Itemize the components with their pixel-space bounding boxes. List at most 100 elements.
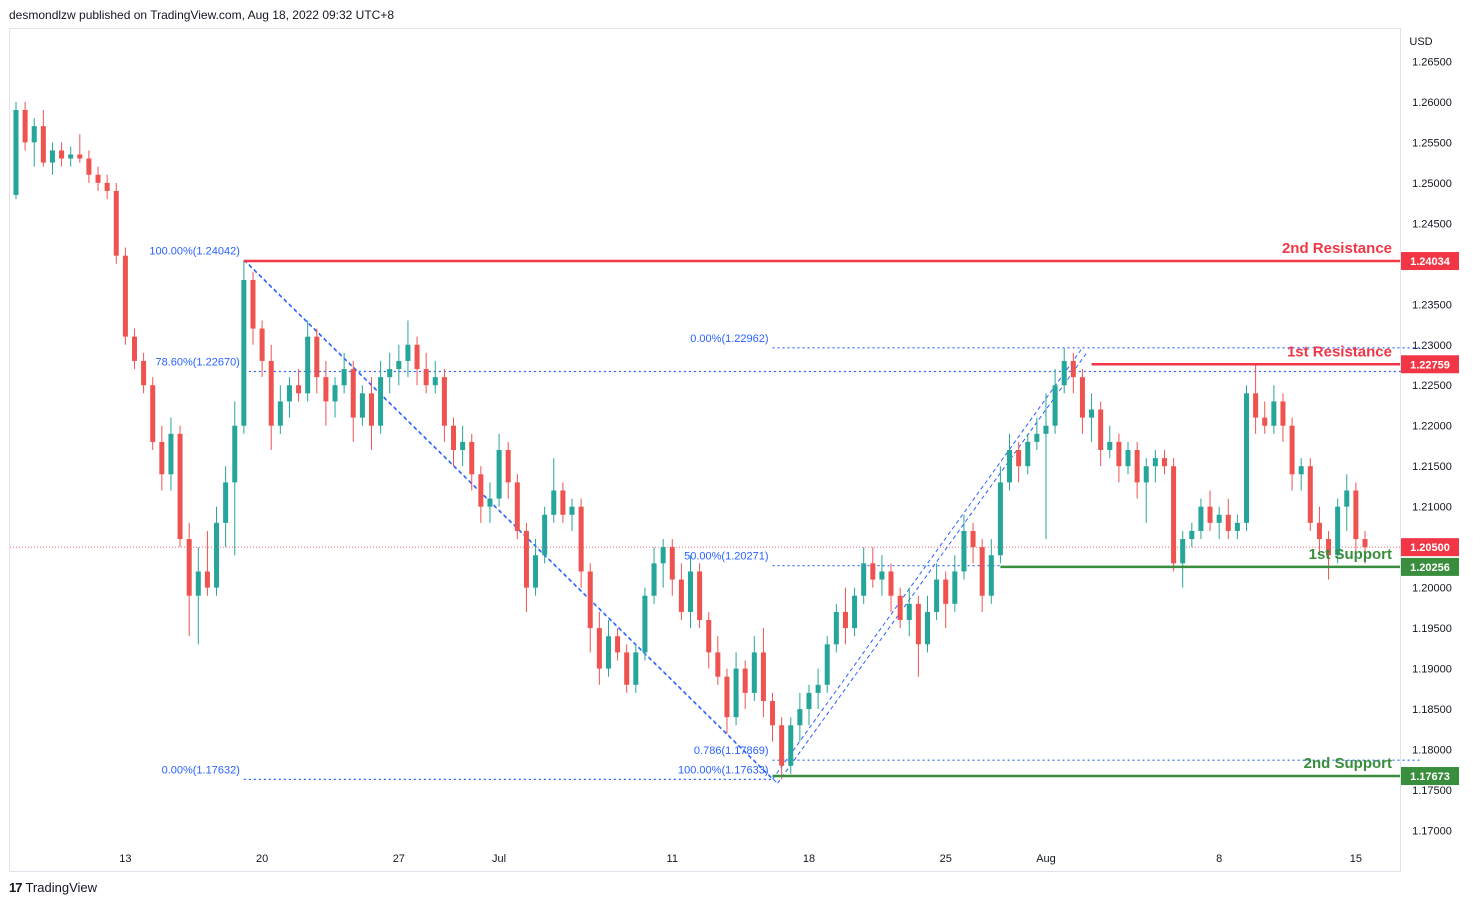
candle-body (934, 579, 940, 612)
candle-body (1089, 409, 1095, 418)
candle-body (496, 450, 502, 499)
currency-label: USD (1409, 36, 1432, 48)
candle-body (451, 425, 457, 450)
candle-body (1134, 450, 1140, 483)
candle-body (797, 709, 803, 726)
x-tick-label: 13 (119, 853, 131, 865)
candle-body (223, 482, 229, 523)
y-axis: 1.26500 1.26000 1.25500 1.25000 1.24500 1.240… (1412, 56, 1452, 837)
candle-body (879, 571, 885, 580)
candle-body (788, 725, 794, 766)
candle-body (487, 498, 493, 507)
candle-body (1116, 441, 1122, 467)
candle-body (1152, 458, 1158, 467)
candle-body (478, 474, 484, 507)
candle-body (633, 652, 639, 685)
candle-body (1143, 466, 1149, 483)
candle-body (1216, 514, 1222, 523)
candle-body (514, 482, 520, 531)
candle-body (1353, 490, 1359, 540)
candle-body (1326, 539, 1332, 556)
level-name: 2nd Support (1304, 755, 1392, 772)
candle-body (715, 652, 721, 677)
candle-body (469, 441, 475, 475)
candle-body (660, 547, 666, 564)
candle-body (1025, 441, 1031, 467)
candle-body (378, 377, 384, 426)
fib-level-label: 0.786(1.17869) (694, 745, 769, 757)
y-tick-label: 1.26500 (1412, 56, 1452, 68)
candle-body (760, 652, 766, 701)
candle-body (678, 579, 684, 612)
candle-body (651, 563, 657, 596)
y-tick-label: 1.19500 (1412, 623, 1452, 635)
footer-brand: TradingView (25, 880, 98, 895)
candle-body (441, 377, 447, 426)
candle-body (1253, 393, 1259, 418)
candle-body (952, 571, 958, 604)
candle-body (86, 158, 92, 175)
y-tick-label: 1.23000 (1412, 340, 1452, 352)
candle-body (751, 652, 757, 693)
candle-body (1052, 385, 1058, 426)
level-price-tag (1401, 557, 1459, 576)
candle-body (1107, 441, 1113, 450)
candle-body (569, 506, 575, 515)
candle-body (131, 336, 137, 361)
candle-body (915, 603, 921, 645)
x-tick-label: 18 (803, 853, 815, 865)
fib-trend-line (243, 260, 773, 780)
fib-level-label: 0.00%(1.22962) (690, 333, 768, 345)
candle-body (31, 126, 37, 143)
candle-body (724, 676, 730, 718)
candle-body (1016, 450, 1022, 467)
support-resistance-levels: 2nd Resistance 1.24034 1st Resistance 1.227… (243, 240, 1459, 786)
candle-body (861, 563, 867, 596)
candle-body (669, 547, 675, 580)
candle-body (815, 684, 821, 693)
candle-body (396, 360, 402, 370)
fib-level-label: 78.60%(1.22670) (155, 356, 239, 368)
candle-body (997, 482, 1003, 556)
candle-body (1161, 458, 1167, 467)
candle-body (1189, 530, 1195, 540)
candle-body (177, 433, 183, 540)
y-tick-label: 1.21000 (1412, 502, 1452, 514)
x-tick-label: 8 (1216, 853, 1222, 865)
candle-body (68, 154, 74, 159)
candle-body (596, 628, 602, 669)
y-tick-label: 1.24500 (1412, 218, 1452, 230)
candle-body (1171, 466, 1177, 564)
candle-body (824, 644, 830, 685)
candle-body (414, 344, 420, 370)
candle-body (533, 555, 539, 588)
candle-body (1034, 433, 1040, 442)
x-tick-label: Jul (492, 853, 506, 865)
candle-body (1061, 360, 1067, 386)
candle-body (770, 700, 776, 726)
candle-body (1207, 506, 1213, 523)
candle-body (150, 385, 156, 442)
candle-body (368, 393, 374, 426)
candle-body (186, 539, 192, 596)
candle-body (1289, 425, 1295, 475)
current-price-label: 1.20500 (1410, 542, 1450, 554)
candle-body (779, 725, 785, 766)
candle-body (1198, 506, 1204, 531)
chart-frame (9, 28, 1401, 872)
candle-body (49, 150, 55, 163)
fibonacci-retracement: 100.00%(1.24042) 78.60%(1.22670) 0.00%(1.1… (10, 245, 1420, 784)
candle-body (286, 385, 292, 402)
y-tick-label: 1.18500 (1412, 704, 1452, 716)
fib-level-label: 100.00%(1.17633) (678, 764, 769, 776)
candle-body (523, 530, 529, 588)
candle-body (168, 433, 174, 475)
fib-trend-line (772, 347, 1083, 780)
candle-body (833, 611, 839, 645)
level-price-label: 1.22759 (1410, 359, 1450, 371)
fib-level-label: 100.00%(1.24042) (149, 245, 240, 257)
candle-body (924, 611, 930, 645)
candle-body (1280, 401, 1286, 426)
candle-body (1225, 514, 1231, 531)
